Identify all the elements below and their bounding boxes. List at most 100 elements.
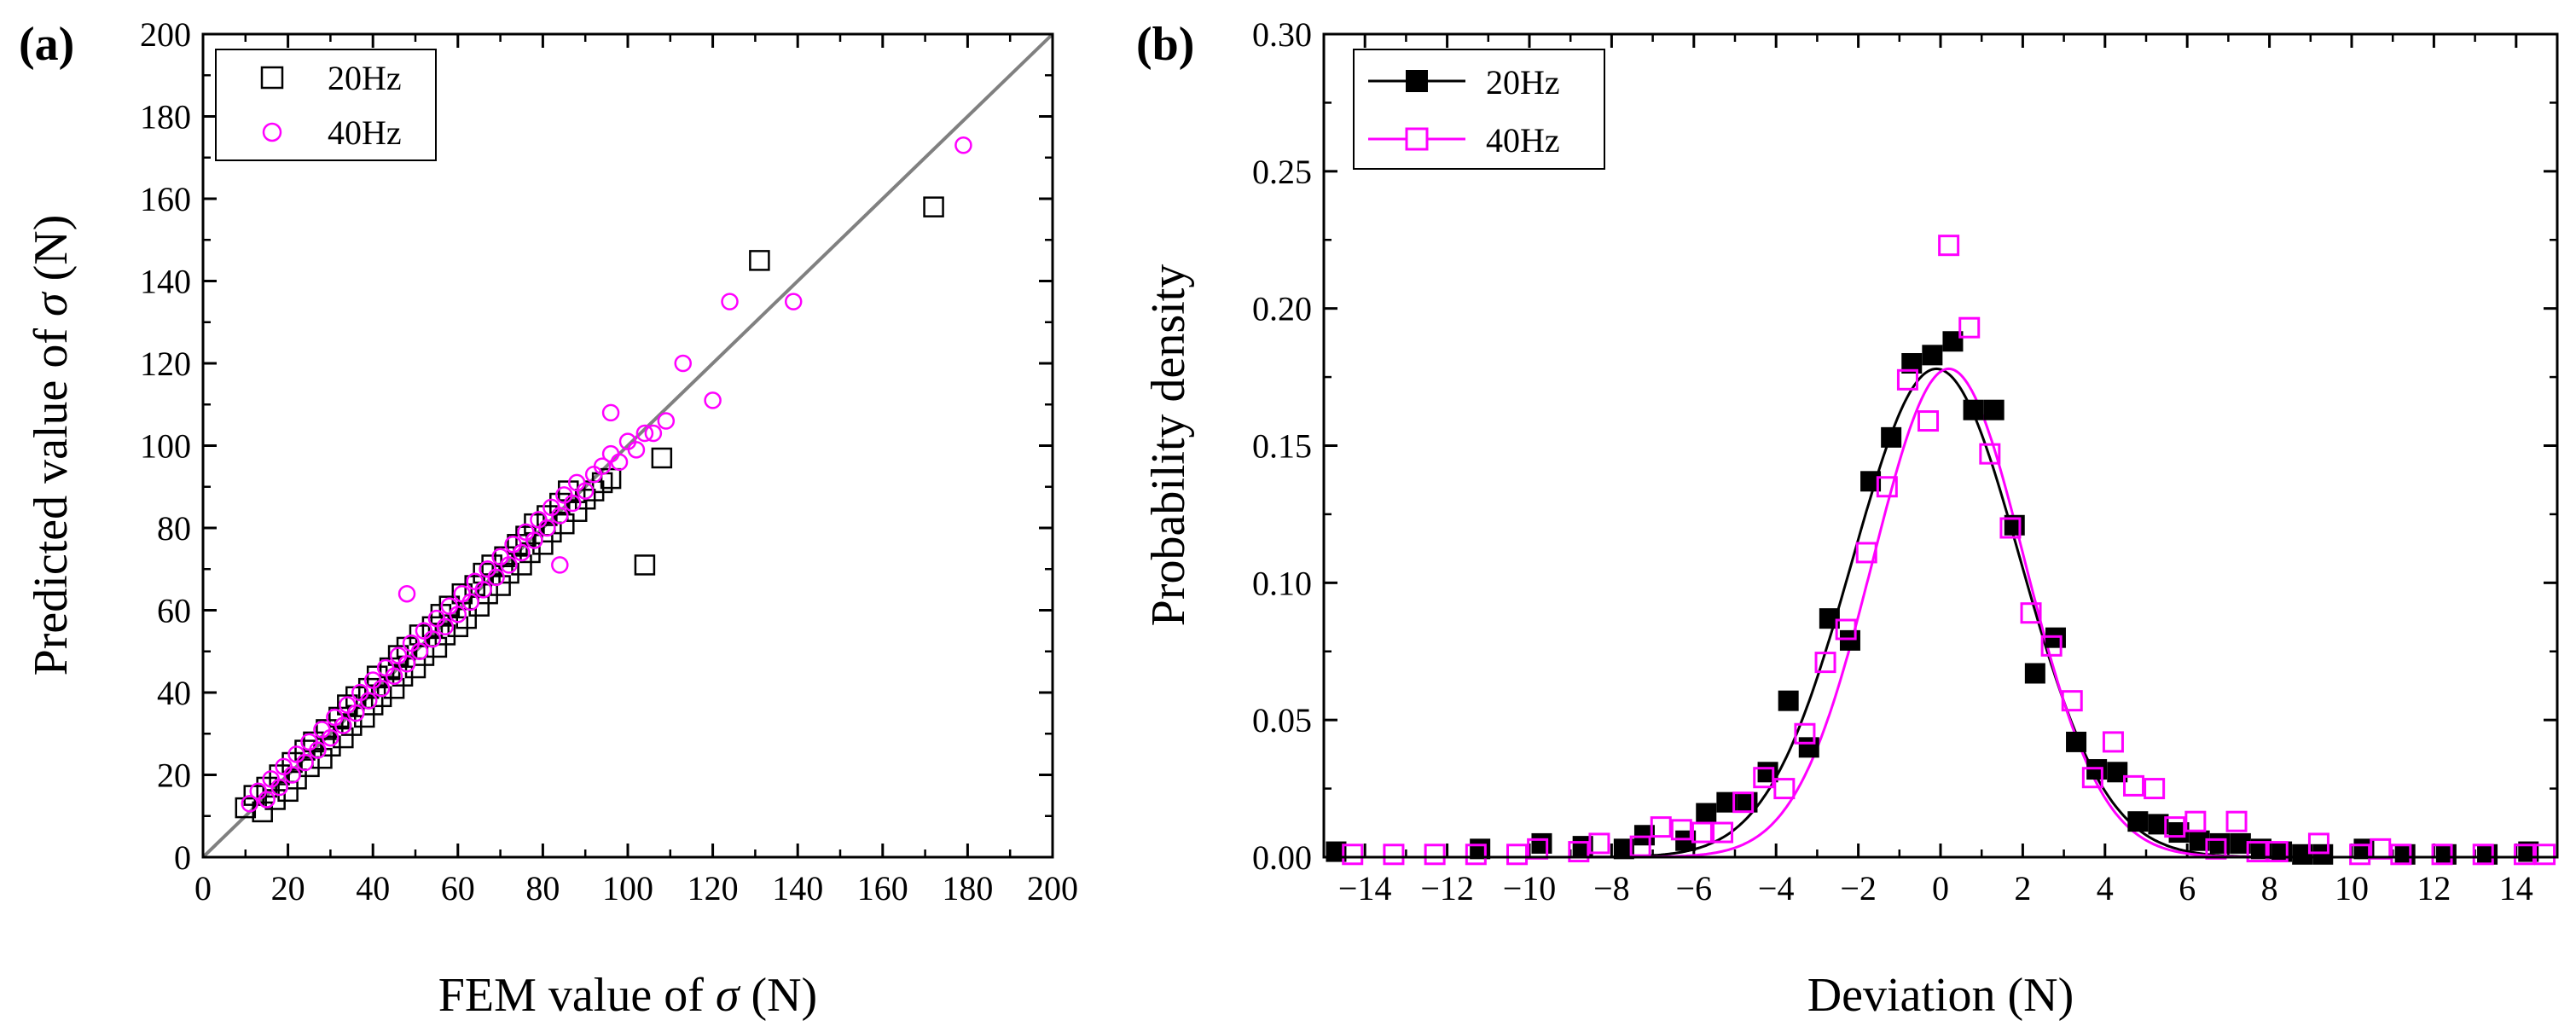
panel-b-x-ticks: −14 −12 −10 −8 −6 −4 −2 0 2 4 6 8 10 12 14 [1322,34,2559,907]
point-40hz [644,424,663,443]
panel-b-y-axis-title: Probability density [1142,264,1195,627]
panel-a-plot-frame [201,32,1054,859]
point-40hz [674,354,692,373]
point-20hz [923,196,944,217]
point-40hz [2390,844,2412,866]
x-tick-label: −2 [1840,869,1877,907]
x-tick-label: 6 [2179,869,2196,907]
point-40hz [513,543,531,562]
x-tick-label: −8 [1593,869,1630,907]
point-40hz [2020,602,2042,624]
x-tick-label: 120 [688,869,739,907]
y-tick-label: 0.30 [1252,15,1312,54]
point-20hz [519,542,541,564]
point-40hz [1506,844,1529,866]
y-tick-label: 60 [157,592,191,630]
point-40hz [2123,774,2145,797]
point-40hz [2513,844,2535,866]
point-20hz [2024,663,2045,684]
point-40hz [322,728,339,747]
y-tick-label: 160 [140,180,191,218]
point-20hz [1778,690,1799,711]
point-40hz [2164,816,2186,838]
x-tick-label: 10 [2335,869,2369,907]
x-tick-label: 160 [857,869,908,907]
point-40hz [2266,841,2289,863]
x-tick-label: 12 [2416,869,2451,907]
y-tick-label: 180 [140,98,191,136]
panel-b-legend-label-20hz: 20Hz [1486,63,1560,101]
x-tick-label: 0 [194,869,212,907]
point-40hz [2144,778,2166,800]
point-20hz [264,789,286,810]
panel-b-legend-box [1353,49,1605,170]
point-40hz [449,606,467,623]
point-40hz [423,630,442,648]
point-40hz [1588,832,1610,855]
point-40hz [500,556,518,574]
legend-marker-40hz-circle [262,122,282,142]
point-40hz [1342,844,1364,866]
point-20hz [1983,399,2005,420]
panel-a-tag: (a) [19,18,74,71]
point-40hz [1712,821,1734,844]
point-20hz [1696,803,1717,824]
point-40hz [1876,476,1898,498]
panel-a-legend-label-40hz: 40Hz [328,113,402,152]
x-tick-label: 200 [1027,869,1078,907]
point-40hz [1855,542,1877,564]
y-tick-label: 0.25 [1252,153,1312,191]
point-40hz [2246,841,2268,863]
y-tick-label: 200 [140,15,191,54]
fit-curve-40hz [1324,367,2557,859]
point-20hz [1531,832,1552,854]
point-20hz [2435,844,2457,865]
x-tick-label: 180 [942,869,993,907]
panel-a-x-axis-title: FEM value of σ (N) [438,969,817,1022]
point-40hz [657,412,676,430]
point-40hz [525,531,543,549]
x-tick-label: 140 [772,869,823,907]
point-20hz [1881,426,1902,448]
panel-b-legend: 20Hz 40Hz [1353,49,1605,170]
point-40hz [2061,690,2083,712]
panel-b: (b) −14 −12 −10 −8 −6 −4 −2 0 2 4 6 8 10 12 14 0.00 0.0… [1136,15,2559,1022]
point-40hz [436,617,455,636]
point-40hz [1999,517,2022,539]
y-tick-label: 0.05 [1252,701,1312,739]
point-20hz [1470,838,1491,860]
point-40hz [1794,722,1816,745]
point-40hz [2102,731,2124,753]
panel-a-legend-label-20hz: 20Hz [328,59,402,97]
point-20hz [1839,629,1860,651]
point-40hz [784,293,803,310]
point-40hz [372,679,391,698]
y-tick-label: 0.20 [1252,290,1312,328]
point-40hz [2081,767,2103,789]
point-20hz [341,715,363,736]
y-tick-label: 20 [157,757,191,795]
panel-a-x-ticks: 0 20 40 60 80 100 120 140 160 180 200 [194,34,1078,907]
point-40hz [309,741,327,759]
point-40hz [704,391,722,409]
panel-b-points [1326,235,2556,866]
y-tick-label: 0.00 [1252,838,1312,877]
x-tick-label: 2 [2014,869,2031,907]
panel-a-legend-box [215,49,437,161]
panel-a: (a) 0 20 40 60 80 100 120 140 160 180 200 0 20 40 60 8… [19,15,1078,1022]
panel-b-tag: (b) [1136,18,1194,71]
point-40hz [551,556,569,574]
x-tick-label: −6 [1676,869,1713,907]
point-40hz [601,403,620,422]
point-20hz [281,751,303,774]
panel-a-y-ticks: 0 20 40 60 80 100 120 140 160 180 200 [140,15,1053,877]
point-40hz [334,716,352,734]
point-20hz [749,250,770,271]
point-40hz [1773,778,1796,800]
point-40hz [453,584,472,603]
y-tick-label: 0.10 [1252,564,1312,602]
point-40hz [270,778,288,797]
point-20hz [2066,731,2087,752]
y-tick-label: 100 [140,427,191,466]
